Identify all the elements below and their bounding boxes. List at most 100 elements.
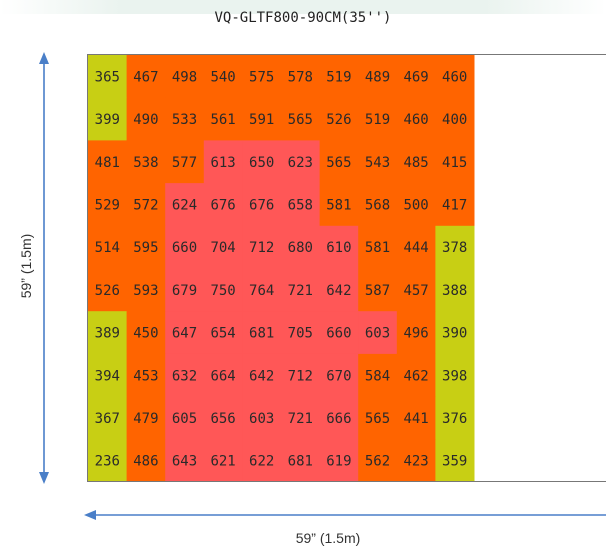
heatmap-cell-value: 681: [288, 454, 313, 470]
heatmap-cell: [126, 439, 166, 481]
heatmap-cell-value: 624: [172, 197, 197, 213]
heatmap-cell-value: 533: [172, 112, 197, 128]
heatmap-cell-value: 610: [326, 240, 351, 256]
heatmap-cell-value: 721: [288, 411, 313, 427]
heatmap-cell-value: 526: [326, 112, 351, 128]
heatmap-cell-value: 603: [365, 326, 390, 342]
heatmap-cell: [358, 225, 398, 269]
heatmap-cell-value: 481: [95, 155, 120, 171]
heatmap-cell-value: 595: [133, 240, 158, 256]
heatmap-cell-value: 660: [172, 240, 197, 256]
heatmap-svg: 365 467 498 540 575 578 519 489 469 460 399 490 533 5…: [88, 55, 475, 481]
heatmap-cell: [126, 396, 166, 440]
heatmap-cell: [88, 55, 128, 99]
heatmap-cell-value: 390: [442, 326, 467, 342]
heatmap-cell-value: 712: [288, 368, 313, 384]
heatmap-cell: [396, 225, 436, 269]
heatmap-cell-value: 764: [249, 283, 274, 299]
heatmap-cell: [319, 396, 359, 440]
heatmap-cell: [435, 439, 475, 481]
heatmap-cell: [242, 311, 282, 355]
heatmap-grid: 365 467 498 540 575 578 519 489 469 460 399 490 533 5…: [87, 54, 606, 482]
heatmap-cell-value: 415: [442, 155, 467, 171]
heatmap-cell-value: 712: [249, 240, 274, 256]
heatmap-cell-value: 388: [442, 283, 467, 299]
heatmap-cell: [319, 55, 359, 99]
heatmap-cell: [165, 268, 205, 312]
heatmap-cell: [396, 396, 436, 440]
heatmap-cell: [88, 311, 128, 355]
heatmap-cell-value: 514: [95, 240, 120, 256]
heatmap-cell: [242, 353, 282, 398]
heatmap-cell-value: 619: [326, 454, 351, 470]
heatmap-cell: [358, 268, 398, 312]
heatmap-cell: [165, 97, 205, 141]
heatmap-cell-value: 621: [210, 454, 235, 470]
heatmap-cell-value: 676: [210, 197, 235, 213]
heatmap-cell-value: 479: [133, 411, 158, 427]
heatmap-cell-value: 543: [365, 155, 390, 171]
heatmap-cell: [396, 311, 436, 355]
heatmap-cell: [435, 140, 475, 184]
heatmap-cell: [88, 140, 128, 184]
heatmap-cell-value: 593: [133, 283, 158, 299]
heatmap-cell: [281, 353, 321, 398]
heatmap-cell: [242, 225, 282, 269]
heatmap-cell: [358, 140, 398, 184]
heatmap-cell: [203, 268, 243, 312]
heatmap-cell-value: 591: [249, 112, 274, 128]
heatmap-cell: [396, 183, 436, 227]
heatmap-cell: [319, 353, 359, 398]
heatmap-cell: [281, 140, 321, 184]
heatmap-cell: [165, 396, 205, 440]
heatmap-cell-value: 721: [288, 283, 313, 299]
heatmap-cell-value: 750: [210, 283, 235, 299]
heatmap-cell: [126, 268, 166, 312]
heatmap-cell-value: 500: [403, 197, 428, 213]
heatmap-cell: [396, 439, 436, 481]
heatmap-cell-value: 578: [288, 69, 313, 85]
heatmap-cell-value: 568: [365, 197, 390, 213]
heatmap-cell-value: 658: [288, 197, 313, 213]
heatmap-cell: [281, 225, 321, 269]
heatmap-cell-value: 485: [403, 155, 428, 171]
heatmap-cell-value: 526: [95, 283, 120, 299]
heatmap-cell-value: 565: [288, 112, 313, 128]
heatmap-cell-value: 654: [210, 326, 235, 342]
heatmap-cell: [358, 55, 398, 99]
heatmap-cell: [396, 97, 436, 141]
heatmap-cell: [435, 353, 475, 398]
heatmap-cell: [281, 183, 321, 227]
heatmap-cell-value: 457: [403, 283, 428, 299]
heatmap-cell: [435, 55, 475, 99]
heatmap-cell: [88, 396, 128, 440]
heatmap-cell-value: 681: [249, 326, 274, 342]
heatmap-cell: [396, 140, 436, 184]
heatmap-cell: [165, 353, 205, 398]
heatmap-cell: [396, 268, 436, 312]
heatmap-cell: [165, 439, 205, 481]
heatmap-cell: [242, 396, 282, 440]
heatmap-cell: [203, 439, 243, 481]
heatmap-cell: [88, 97, 128, 141]
heatmap-cell: [203, 140, 243, 184]
heatmap-cell: [358, 396, 398, 440]
heatmap-cell-value: 365: [95, 69, 120, 85]
heatmap-cell-value: 490: [133, 112, 158, 128]
heatmap-cell: [126, 225, 166, 269]
heatmap-cell-value: 603: [249, 411, 274, 427]
heatmap-cell-value: 460: [442, 69, 467, 85]
chart-title: VQ-GLTF800-90CM(35''): [214, 10, 392, 26]
heatmap-cell-value: 642: [249, 368, 274, 384]
heatmap-cell-value: 519: [326, 69, 351, 85]
heatmap-cell: [203, 183, 243, 227]
heatmap-cell-value: 656: [210, 411, 235, 427]
heatmap-cell-value: 565: [365, 411, 390, 427]
heatmap-cell-value: 704: [210, 240, 235, 256]
watermark-band: [0, 0, 606, 14]
heatmap-cell: [126, 183, 166, 227]
heatmap-cell: [435, 268, 475, 312]
heatmap-cell-value: 236: [95, 454, 120, 470]
heatmap-cell: [319, 268, 359, 312]
heatmap-cell: [126, 97, 166, 141]
